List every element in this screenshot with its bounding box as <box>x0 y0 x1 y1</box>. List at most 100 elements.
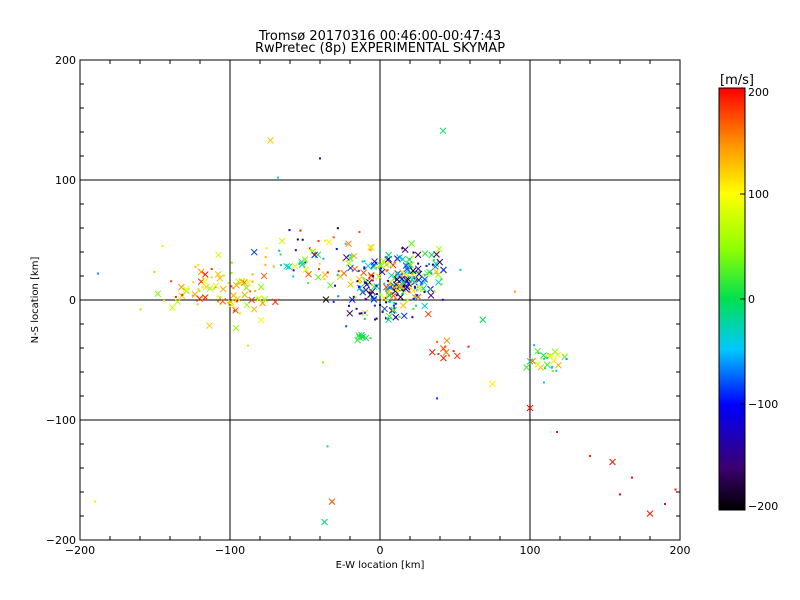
point-x-marker <box>433 250 440 258</box>
point-x-marker <box>543 361 551 369</box>
point-dot <box>374 318 377 321</box>
point-dot <box>414 294 417 297</box>
point-dot <box>543 357 546 360</box>
point-x-marker <box>340 269 348 277</box>
point-x-marker <box>415 270 423 278</box>
point-x-marker <box>403 265 411 273</box>
point-dot <box>323 277 326 280</box>
point-dot <box>352 295 355 298</box>
point-dot <box>198 289 201 292</box>
point-dot <box>337 295 340 298</box>
point-dot <box>317 239 320 242</box>
point-dot <box>303 265 306 268</box>
point-dot <box>201 286 204 289</box>
point-dot <box>358 230 361 233</box>
point-dot <box>234 295 237 298</box>
point-dot <box>395 273 398 276</box>
chart-title: Tromsø 20170316 00:46:00-00:47:43 <box>258 29 501 44</box>
point-dot <box>411 271 414 274</box>
point-dot <box>533 344 536 347</box>
colorbar-tick-labels: 200 100 0 −100 −200 <box>748 86 778 513</box>
point-dot <box>369 337 372 340</box>
point-x-marker <box>154 290 162 298</box>
point-dot <box>402 280 405 283</box>
point-x-marker <box>347 281 355 288</box>
point-x-marker <box>421 275 429 283</box>
point-dot <box>619 493 621 496</box>
point-dot <box>227 301 230 304</box>
point-dot <box>369 249 372 252</box>
point-x-marker <box>343 254 350 261</box>
point-dot <box>374 265 377 268</box>
point-x-marker <box>214 270 222 278</box>
point-dot <box>334 284 337 287</box>
point-x-marker <box>371 258 378 265</box>
y-tick-label: 100 <box>55 174 76 187</box>
point-x-marker <box>302 266 310 274</box>
point-dot <box>393 301 396 304</box>
point-x-marker <box>219 297 227 305</box>
point-x-marker <box>360 269 367 277</box>
point-x-marker <box>399 255 407 263</box>
point-dot <box>417 270 420 273</box>
point-x-marker <box>368 288 376 295</box>
point-x-marker <box>267 137 274 144</box>
point-dot <box>386 269 389 272</box>
point-x-marker <box>551 348 559 356</box>
point-x-marker <box>174 298 182 306</box>
point-dot <box>372 274 375 277</box>
point-x-marker <box>479 316 487 324</box>
point-dot <box>299 229 302 232</box>
point-dot <box>363 289 366 292</box>
point-dot <box>349 278 352 281</box>
point-x-marker <box>405 256 413 263</box>
point-dot <box>401 288 404 291</box>
point-dot <box>551 365 554 368</box>
point-dot <box>380 267 383 270</box>
point-x-marker <box>250 305 258 313</box>
point-dot <box>197 263 200 266</box>
colorbar-tick-label: −200 <box>748 500 778 513</box>
point-dot <box>363 266 366 269</box>
point-x-marker <box>400 312 408 320</box>
point-dot <box>227 282 230 285</box>
point-dot <box>249 290 252 293</box>
point-x-marker <box>427 292 435 299</box>
point-dot <box>230 271 233 274</box>
point-dot <box>355 307 358 310</box>
point-x-marker <box>385 251 393 259</box>
point-x-marker <box>328 498 336 505</box>
point-dot <box>550 366 553 369</box>
point-x-marker <box>375 273 383 280</box>
point-x-marker <box>426 268 433 276</box>
point-dot <box>391 286 394 289</box>
point-dot <box>401 292 404 295</box>
point-dot <box>418 271 421 274</box>
point-dot <box>336 227 339 230</box>
point-dot <box>459 268 462 271</box>
point-dot <box>213 287 216 290</box>
point-x-marker <box>260 272 268 280</box>
point-dot <box>301 238 304 241</box>
point-dot <box>392 306 395 309</box>
point-dot <box>378 248 381 251</box>
point-dot <box>408 290 411 293</box>
point-dot <box>384 317 387 320</box>
point-x-marker <box>442 349 450 356</box>
point-dot <box>565 357 568 360</box>
point-dot <box>247 344 249 347</box>
point-x-marker <box>415 276 423 284</box>
point-x-marker <box>257 283 265 291</box>
point-x-marker <box>387 272 395 279</box>
point-x-marker <box>301 256 309 263</box>
point-x-marker <box>386 283 394 291</box>
point-dot <box>390 265 393 268</box>
point-dot <box>272 265 275 268</box>
point-x-marker <box>364 262 372 270</box>
point-dot <box>413 294 416 297</box>
point-x-marker <box>298 258 306 266</box>
point-x-marker <box>291 262 299 270</box>
colorbar-tick-label: 0 <box>748 293 755 306</box>
point-dot <box>304 261 307 264</box>
point-x-marker <box>314 273 322 281</box>
